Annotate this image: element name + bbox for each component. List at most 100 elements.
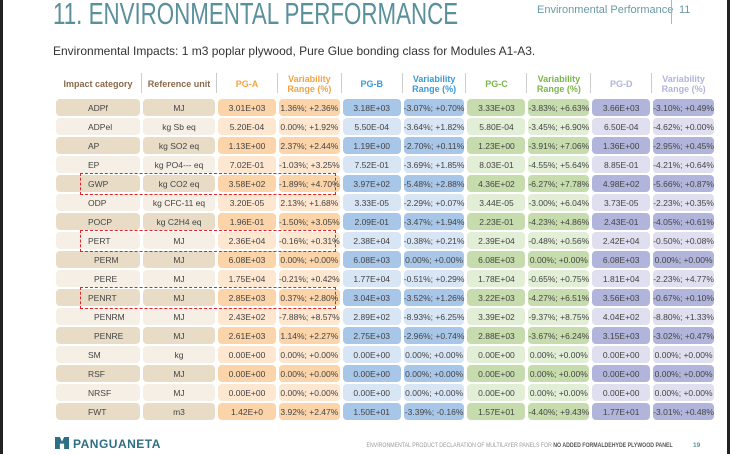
page-number: 19	[693, 442, 701, 449]
column-header: PG-D	[592, 70, 653, 97]
table-cell: 1.36%; +2.36%	[279, 99, 340, 116]
table-cell: -0.67%; +0.10%	[653, 289, 714, 306]
table-cell: ADPel	[56, 118, 140, 135]
table-cell: 1.42E+0	[218, 403, 276, 420]
table-cell: PENRT	[56, 289, 140, 306]
table-cell: -7.88%; +8.57%	[279, 308, 340, 325]
table-cell: 3.33E+03	[467, 99, 526, 116]
table-cell: -2.96%; +0.74%	[403, 327, 465, 344]
table-cell: 0.00%; +0.00%	[403, 384, 465, 401]
table-cell: kg SO2 eq	[143, 137, 215, 154]
table-cell: 1.23E+00	[467, 137, 526, 154]
table-cell: -4.27%; +6.51%	[528, 289, 590, 306]
table-cell: 0.00E+00	[342, 365, 401, 382]
table-cell: 1.75E+04	[218, 270, 276, 287]
table-cell: -3.07%; +0.70%	[403, 99, 465, 116]
table-cell: 6.08E+03	[218, 251, 276, 268]
table-cell: 0.00%; +0.00%	[403, 365, 465, 382]
table-cell: 1.77E+01	[592, 403, 651, 420]
table-cell: 0.00E+00	[218, 384, 276, 401]
table-cell: -0.16%; +0.31%	[279, 232, 340, 249]
table-cell: 3.20E-05	[218, 194, 276, 211]
column-header: Variability Range (%)	[279, 70, 342, 97]
table-cell: 0.00E+00	[467, 384, 526, 401]
page-title: 11. ENVIRONMENTAL PERFORMANCE	[53, 0, 459, 31]
table-cell: 1.96E-01	[218, 213, 276, 230]
table-cell: ODP	[56, 194, 140, 211]
table-row: RSF MJ 0.00E+00 0.00%; +0.00% 0.00E+00 0.00%;…	[56, 365, 714, 382]
footer-text: ENVIRONMENTAL PRODUCT DECLARATION OF MUL…	[367, 442, 673, 449]
table-header-row: Impact category Reference unit PG-A Variabi…	[56, 70, 714, 97]
table-cell: 0.00E+00	[218, 346, 276, 363]
table-row: PENRM MJ 2.43E+02 -7.88%; +8.57% 2.89E+02 -8.…	[56, 308, 714, 325]
table-row: ODP kg CFC-11 eq 3.20E-05 2.13%; +1.68% 3.33…	[56, 194, 714, 211]
table-cell: 6.50E-04	[592, 118, 651, 135]
table-row: GWP kg CO2 eq 3.58E+02 -1.89%; +4.70% 3.97E+…	[56, 175, 714, 192]
table-row: FWT m3 1.42E+0 3.92%; +2.47% 1.50E+01 -3.39%;…	[56, 403, 714, 420]
table-cell: 6.08E+03	[592, 251, 651, 268]
table-row: AP kg SO2 eq 1.13E+00 2.37%; +2.44% 1.19E+00…	[56, 137, 714, 154]
table-cell: kg	[143, 346, 215, 363]
table-cell: -2.23%; +0.35%	[653, 194, 714, 211]
table-cell: PERM	[56, 251, 140, 268]
column-header: Variability Range (%)	[404, 70, 467, 97]
table-cell: -4.55%; +5.64%	[528, 156, 590, 173]
table-cell: 2.42E+04	[592, 232, 651, 249]
table-cell: MJ	[143, 289, 215, 306]
table-cell: 0.00%; +0.00%	[403, 346, 465, 363]
table-cell: -4.40%; +9.43%	[528, 403, 590, 420]
table-cell: PENRM	[56, 308, 140, 325]
table-cell: kg Sb eq	[143, 118, 215, 135]
table-row: PERE MJ 1.75E+04 -0.21%; +0.42% 1.77E+04 -0.5…	[56, 270, 714, 287]
table-cell: -2.70%; +0.11%	[403, 137, 465, 154]
table-cell: 0.00%; +0.00%	[528, 251, 590, 268]
table-cell: 0.00E+00	[467, 346, 526, 363]
table-cell: 0.00E+00	[592, 365, 651, 382]
table-cell: -2.95%; +0.45%	[653, 137, 714, 154]
table-cell: 0.00E+00	[467, 365, 526, 382]
table-cell: POCP	[56, 213, 140, 230]
logo-icon	[55, 437, 69, 449]
table-cell: 0.00%; +0.00%	[653, 346, 714, 363]
column-header: Reference unit	[143, 70, 217, 97]
table-cell: 3.58E+02	[218, 175, 276, 192]
table-cell: 3.66E+03	[592, 99, 651, 116]
table-cell: 4.04E+02	[592, 308, 651, 325]
table-cell: -0.21%; +0.42%	[279, 270, 340, 287]
table-cell: -3.02%; +0.47%	[653, 327, 714, 344]
table-cell: 5.80E-04	[467, 118, 526, 135]
table-cell: 0.00E+00	[218, 365, 276, 382]
table-cell: PERT	[56, 232, 140, 249]
table-cell: -9.37%; +8.75%	[528, 308, 590, 325]
table-cell: -3.00%; +6.04%	[528, 194, 590, 211]
table-cell: 2.36E+04	[218, 232, 276, 249]
table-cell: 7.52E-01	[342, 156, 401, 173]
table-cell: 0.00%; +0.00%	[653, 384, 714, 401]
table-cell: 4.36E+02	[467, 175, 526, 192]
column-header: Variability Range (%)	[528, 70, 591, 97]
table-cell: 2.75E+03	[342, 327, 401, 344]
table-cell: 0.00%; +0.00%	[653, 251, 714, 268]
table-row: NRSF MJ 0.00E+00 0.00%; +0.00% 0.00E+00 0.00%…	[56, 384, 714, 401]
table-cell: -3.39%; -0.16%	[403, 403, 465, 420]
table-cell: MJ	[143, 251, 215, 268]
table-cell: 3.44E-05	[467, 194, 526, 211]
table-cell: RSF	[56, 365, 140, 382]
table-cell: 3.22E+03	[467, 289, 526, 306]
table-cell: -3.91%; +7.06%	[528, 137, 590, 154]
table-cell: 1.36E+00	[592, 137, 651, 154]
section-number: 11	[679, 4, 691, 16]
table-cell: 0.00%; +1.92%	[279, 118, 340, 135]
table-cell: 5.20E-04	[218, 118, 276, 135]
table-cell: 0.00%; +0.00%	[653, 365, 714, 382]
table-cell: 2.89E+02	[342, 308, 401, 325]
table-cell: 3.92%; +2.47%	[279, 403, 340, 420]
table-row: PERM MJ 6.08E+03 0.00%; +0.00% 6.08E+03 0.00%…	[56, 251, 714, 268]
company-logo: PANGUANETA	[55, 437, 161, 451]
table-cell: 1.14%; +2.27%	[279, 327, 340, 344]
table-cell: 2.39E+04	[467, 232, 526, 249]
table-cell: 1.81E+04	[592, 270, 651, 287]
table-cell: 3.33E-05	[342, 194, 401, 211]
table-cell: -8.93%; +6.25%	[403, 308, 465, 325]
table-cell: kg CFC-11 eq	[143, 194, 215, 211]
